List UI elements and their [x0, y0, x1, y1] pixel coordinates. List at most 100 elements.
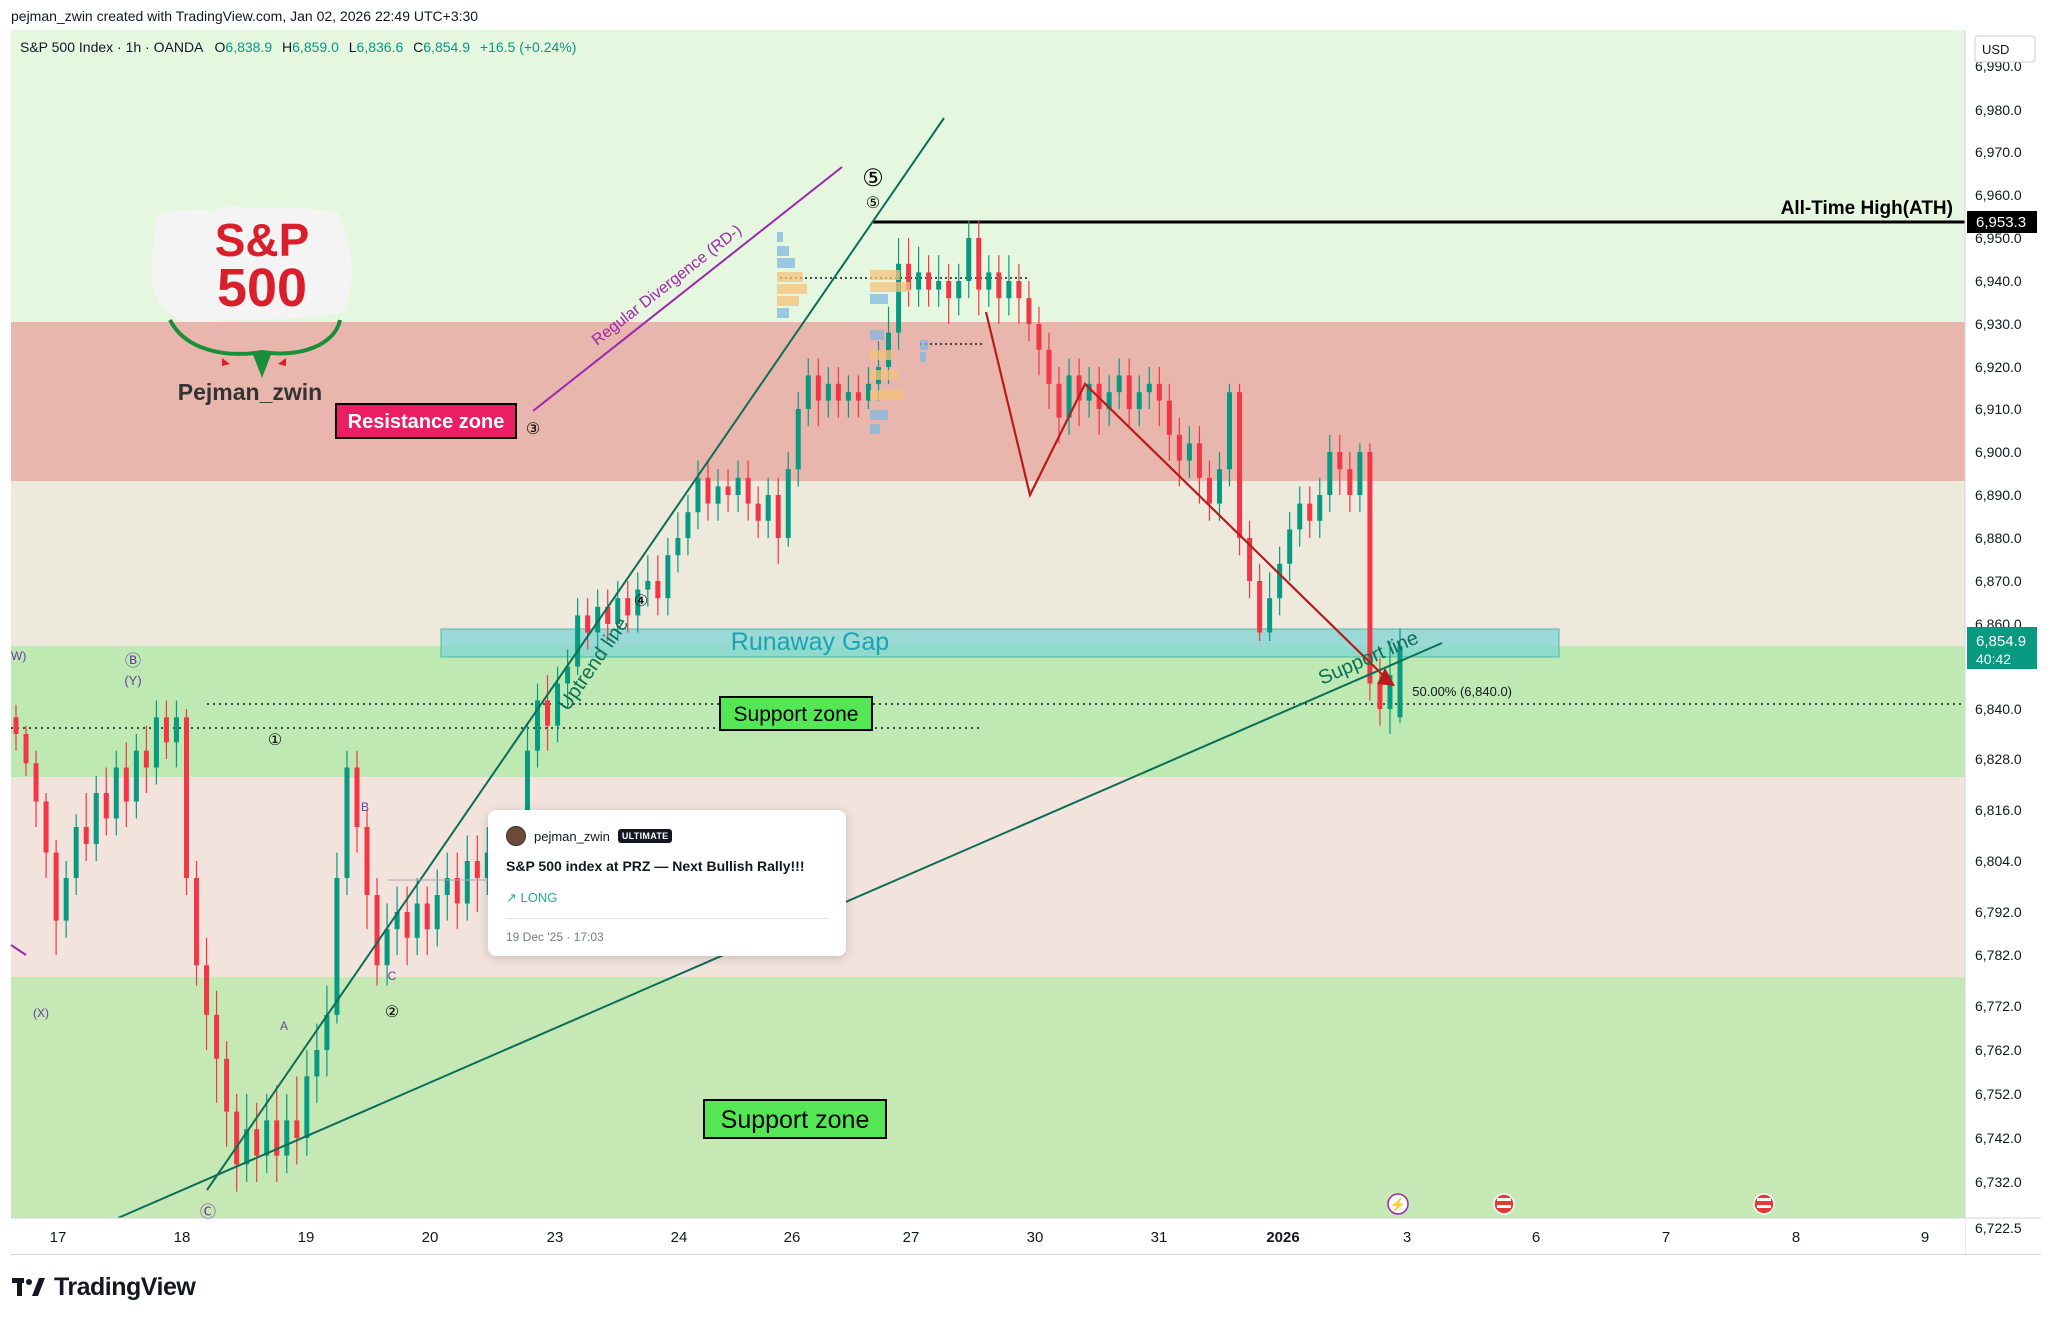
candle-body: [695, 477, 701, 513]
candle-body: [896, 263, 902, 333]
logo-author: Pejman_zwin: [178, 379, 322, 405]
time-tick-label: 23: [547, 1229, 564, 1246]
candle-body: [1116, 375, 1122, 393]
chart-bottom-border: [11, 1254, 2041, 1255]
candle-body: [575, 615, 581, 667]
currency-box[interactable]: [1974, 35, 2036, 63]
neutral-band: [11, 481, 1965, 646]
candle-body: [214, 1014, 220, 1059]
flag-stripe-1: [1497, 1198, 1511, 1201]
candle-body: [855, 392, 861, 401]
logo-red-mark-right: [278, 358, 286, 366]
runaway-gap-band[interactable]: [440, 628, 1560, 658]
wave-c-label: C: [388, 969, 397, 983]
runaway-gap-label[interactable]: Runaway Gap: [731, 628, 889, 656]
candle-body: [384, 929, 390, 966]
price-tick-label: 6,816.0: [1975, 802, 2022, 818]
price-tick-label: 6,722.5: [1975, 1220, 2022, 1236]
candle-body: [1196, 443, 1202, 478]
wave-3-label: ③: [526, 421, 540, 438]
candle-body: [555, 683, 561, 726]
candle-body: [133, 750, 139, 802]
time-tick-label: 30: [1027, 1229, 1044, 1246]
legend-low: 6,836.6: [357, 39, 404, 55]
flag-stripe-3: [1757, 1198, 1771, 1201]
volume-profile-bar: [870, 370, 898, 380]
candle-body: [1146, 383, 1152, 393]
creator-credit: pejman_zwin created with TradingView.com…: [11, 8, 479, 24]
candle-body: [103, 793, 109, 819]
candle-body: [1307, 503, 1313, 521]
time-tick-label: 19: [298, 1229, 315, 1246]
wave-y-label: (Y): [124, 673, 141, 688]
logo-line1: S&P: [215, 214, 310, 266]
dividend-event-icon[interactable]: [1387, 1193, 1409, 1215]
price-tick-label: 6,930.0: [1975, 316, 2022, 332]
price-tick-label: 6,840.0: [1975, 701, 2022, 717]
projection-path[interactable]: [984, 311, 1393, 685]
ath-label[interactable]: All-Time High(ATH): [1781, 198, 1953, 219]
price-tick-label: 6,782.0: [1975, 947, 2022, 963]
candle-body: [1387, 675, 1393, 709]
candle-body: [645, 581, 651, 590]
candle-body: [1317, 495, 1323, 521]
candle-body: [765, 495, 771, 521]
logo-paper: [151, 206, 352, 322]
candle-body: [153, 717, 159, 768]
candle-body: [204, 965, 210, 1015]
volume-profile-bar: [870, 282, 910, 292]
tradingview-logo-icon: [12, 1278, 45, 1296]
volume-profile-bar: [870, 390, 904, 400]
ath-price-text: 6,953.3: [1976, 214, 2026, 231]
divergence-line[interactable]: [532, 166, 843, 412]
candle-body: [183, 717, 189, 878]
idea-author[interactable]: pejman_zwin: [534, 828, 610, 844]
neutral-band-lower: [11, 777, 1965, 977]
last-price-countdown: 40:42: [1976, 651, 2011, 667]
candle-body: [1247, 538, 1253, 581]
idea-card[interactable]: pejman_zwin ULTIMATE S&P 500 index at PR…: [488, 810, 846, 956]
candle-body: [565, 666, 571, 684]
ath-price-tag: [1967, 211, 2037, 233]
wave-b-label: B: [361, 800, 369, 814]
candle-body: [404, 912, 410, 938]
candle-body: [535, 700, 541, 751]
support-zone-band-upper: [11, 646, 1965, 777]
support-zone-label-box-2[interactable]: [703, 1099, 887, 1139]
candle-body: [545, 700, 551, 726]
candle-body: [173, 717, 179, 743]
uptrend-line[interactable]: [206, 117, 945, 1191]
idea-title[interactable]: S&P 500 index at PRZ — Next Bullish Rall…: [506, 858, 805, 874]
candle-body: [605, 606, 611, 624]
time-axis-ticks: 17 18 19 20 23 24 26 27 30 31 2026 3 6 7 8 9: [50, 1229, 1930, 1246]
legend-close: 6,854.9: [423, 39, 470, 55]
price-tick-label: 6,970.0: [1975, 144, 2022, 160]
candle-body: [675, 538, 681, 556]
ohlc-legend[interactable]: S&P 500 Index · 1h · OANDA O6,838.9 H6,8…: [20, 39, 576, 55]
price-tick-label: 6,960.0: [1975, 187, 2022, 203]
candle-body: [1327, 452, 1333, 495]
volume-profile-bar: [870, 294, 888, 304]
support-zone-label-box-1[interactable]: [719, 696, 873, 731]
us-flag-event-icon-1[interactable]: [1493, 1193, 1515, 1215]
time-axis[interactable]: [11, 1218, 1965, 1254]
us-flag-event-icon-2[interactable]: [1753, 1193, 1775, 1215]
candle-body: [1106, 392, 1112, 409]
candle-body: [1056, 383, 1062, 418]
resistance-label-box[interactable]: [335, 403, 517, 439]
candle-body: [1156, 383, 1162, 401]
candle-body: [73, 827, 79, 878]
candle-body: [845, 392, 851, 401]
fib-label[interactable]: 50.00% (6,840.0): [1412, 684, 1512, 699]
candle-body: [745, 477, 751, 504]
price-tick-label: 6,950.0: [1975, 230, 2022, 246]
price-tick-label: 6,742.0: [1975, 1130, 2022, 1146]
candle-body: [464, 861, 470, 904]
time-tick-label: 9: [1921, 1229, 1929, 1246]
candle-body: [374, 895, 380, 966]
tradingview-brand[interactable]: TradingView: [12, 1272, 196, 1302]
candle-body: [1086, 383, 1092, 401]
candle-body: [1227, 392, 1233, 470]
